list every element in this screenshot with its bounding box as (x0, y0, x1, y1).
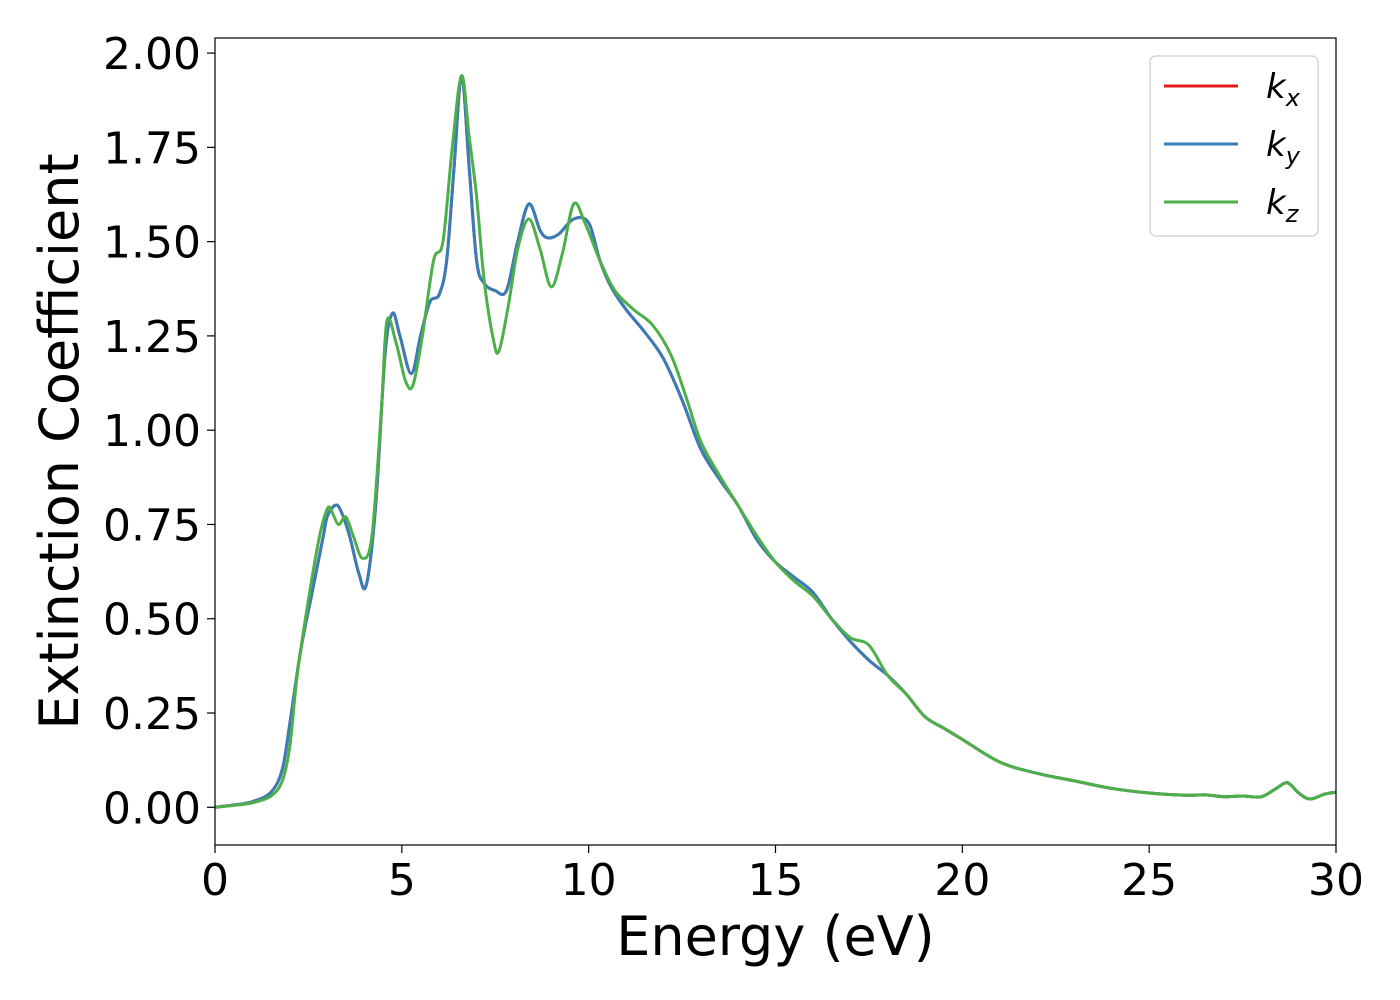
x-axis-ticks: 0 5 10 15 20 25 30 (201, 845, 1364, 906)
x-tick-label: 5 (388, 855, 416, 906)
y-tick-label: 1.50 (103, 218, 201, 269)
y-axis-label: Extinction Coefficient (28, 153, 91, 729)
y-tick-label: 1.75 (103, 123, 201, 174)
y-tick-label: 0.25 (103, 689, 201, 740)
y-tick-label: 0.50 (103, 595, 201, 646)
series-line-kz (215, 74, 1336, 809)
x-tick-label: 0 (201, 855, 229, 906)
y-tick-label: 2.00 (103, 29, 201, 80)
x-tick-label: 30 (1308, 855, 1364, 906)
x-tick-label: 15 (748, 855, 804, 906)
y-axis-ticks: 0.00 0.25 0.50 0.75 1.00 1.25 1.50 1.75 2.00 (103, 29, 215, 834)
y-tick-label: 0.75 (103, 500, 201, 551)
x-tick-label: 20 (934, 855, 990, 906)
x-tick-label: 10 (561, 855, 617, 906)
x-axis-label: Energy (eV) (616, 905, 935, 968)
legend-box (1149, 55, 1319, 237)
series-lines (215, 74, 1336, 809)
y-tick-label: 0.00 (103, 783, 201, 834)
y-tick-label: 1.25 (103, 312, 201, 363)
y-tick-label: 1.00 (103, 406, 201, 457)
x-tick-label: 25 (1121, 855, 1177, 906)
